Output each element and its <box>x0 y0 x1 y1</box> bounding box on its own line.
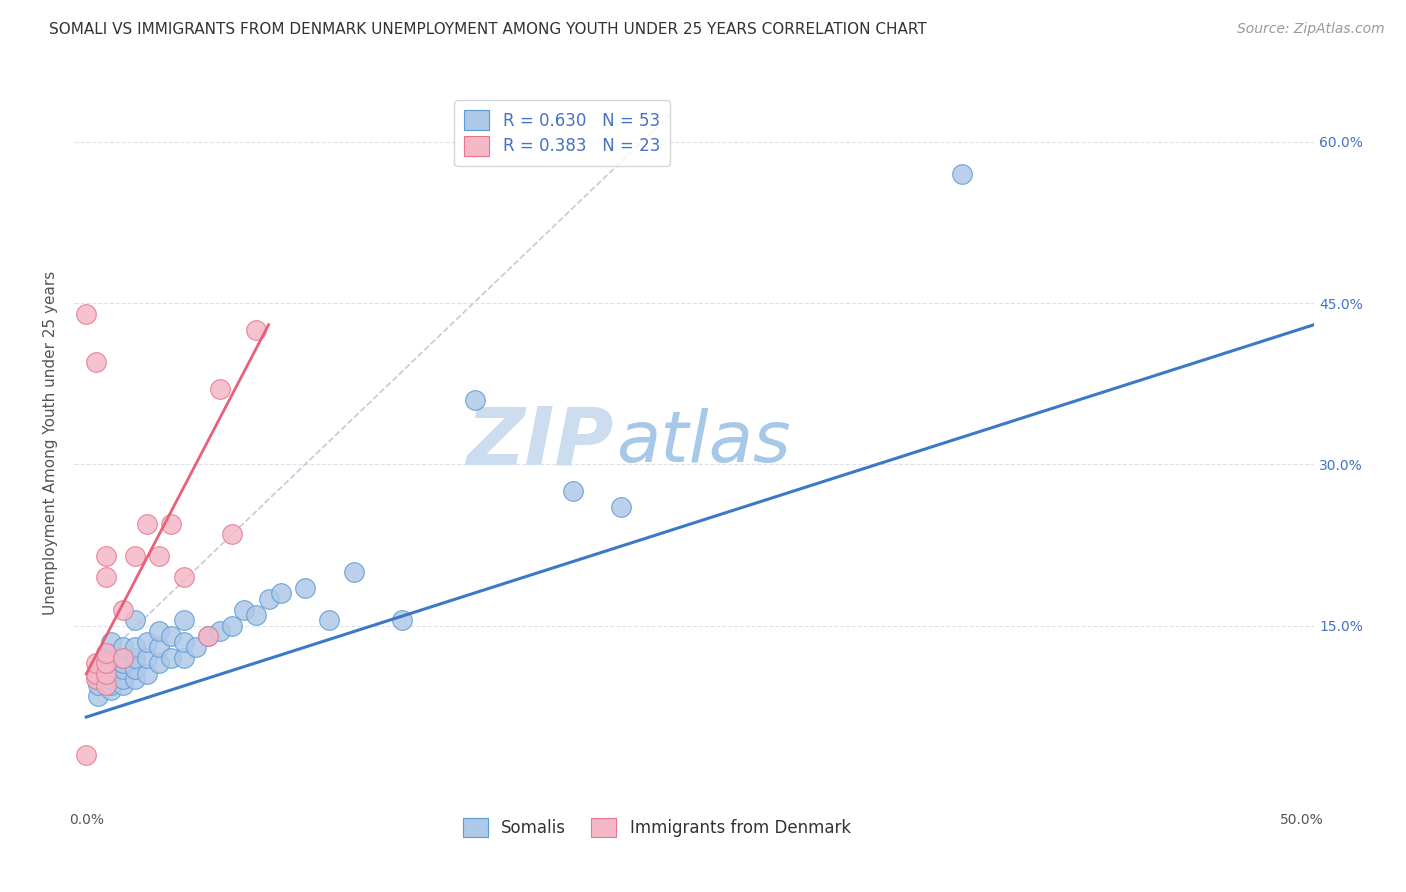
Point <box>160 516 183 531</box>
Point <box>111 678 134 692</box>
Point <box>221 527 243 541</box>
Point <box>124 549 146 563</box>
Point <box>100 673 122 687</box>
Point <box>148 624 170 638</box>
Point <box>343 565 366 579</box>
Point <box>221 618 243 632</box>
Point <box>257 591 280 606</box>
Point <box>464 392 486 407</box>
Point <box>111 662 134 676</box>
Point <box>318 613 340 627</box>
Point <box>208 624 231 638</box>
Point <box>208 382 231 396</box>
Point <box>136 635 159 649</box>
Point <box>111 657 134 671</box>
Point <box>233 602 256 616</box>
Point <box>173 635 195 649</box>
Point <box>270 586 292 600</box>
Point <box>87 662 110 676</box>
Point <box>136 667 159 681</box>
Point <box>94 651 117 665</box>
Point <box>950 167 973 181</box>
Point <box>294 581 316 595</box>
Text: ZIP: ZIP <box>467 404 613 482</box>
Point <box>94 549 117 563</box>
Point <box>84 355 107 369</box>
Point <box>87 678 110 692</box>
Text: SOMALI VS IMMIGRANTS FROM DENMARK UNEMPLOYMENT AMONG YOUTH UNDER 25 YEARS CORREL: SOMALI VS IMMIGRANTS FROM DENMARK UNEMPL… <box>49 22 927 37</box>
Point <box>245 607 267 622</box>
Point <box>173 570 195 584</box>
Point <box>84 673 107 687</box>
Point <box>94 673 117 687</box>
Point <box>124 662 146 676</box>
Point <box>148 657 170 671</box>
Point <box>87 667 110 681</box>
Point <box>124 673 146 687</box>
Legend: Somalis, Immigrants from Denmark: Somalis, Immigrants from Denmark <box>457 812 858 844</box>
Point <box>100 635 122 649</box>
Point <box>94 662 117 676</box>
Point <box>173 651 195 665</box>
Point <box>136 516 159 531</box>
Point <box>100 678 122 692</box>
Point <box>100 646 122 660</box>
Point <box>111 673 134 687</box>
Y-axis label: Unemployment Among Youth under 25 years: Unemployment Among Youth under 25 years <box>44 271 58 615</box>
Point <box>124 613 146 627</box>
Point <box>610 500 633 515</box>
Text: Source: ZipAtlas.com: Source: ZipAtlas.com <box>1237 22 1385 37</box>
Point <box>94 570 117 584</box>
Point <box>160 630 183 644</box>
Point <box>173 613 195 627</box>
Point <box>561 484 583 499</box>
Point <box>124 651 146 665</box>
Point <box>124 640 146 655</box>
Point <box>245 323 267 337</box>
Point <box>100 657 122 671</box>
Text: atlas: atlas <box>616 409 790 477</box>
Point <box>94 657 117 671</box>
Point <box>391 613 413 627</box>
Point <box>100 667 122 681</box>
Point <box>94 646 117 660</box>
Point <box>111 651 134 665</box>
Point <box>197 630 219 644</box>
Point <box>148 549 170 563</box>
Point <box>75 307 97 321</box>
Point <box>111 640 134 655</box>
Point <box>94 678 117 692</box>
Point <box>84 667 107 681</box>
Point <box>75 747 97 762</box>
Point <box>160 651 183 665</box>
Point <box>111 651 134 665</box>
Point <box>100 683 122 698</box>
Point <box>197 630 219 644</box>
Point <box>136 651 159 665</box>
Point <box>87 673 110 687</box>
Point <box>94 667 117 681</box>
Point <box>184 640 207 655</box>
Point <box>84 657 107 671</box>
Point <box>148 640 170 655</box>
Point <box>87 689 110 703</box>
Point <box>111 602 134 616</box>
